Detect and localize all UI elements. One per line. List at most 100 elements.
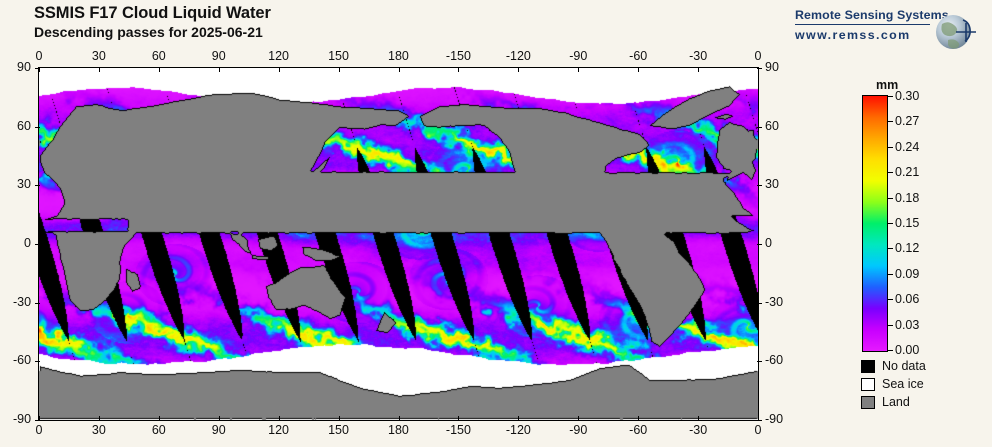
x-axis-tick xyxy=(698,416,700,421)
colorbar-tick xyxy=(888,121,893,123)
x-axis-label: 0 xyxy=(754,49,762,63)
y-axis-tick xyxy=(757,244,762,245)
y-axis-label: 0 xyxy=(765,236,772,250)
legend-swatch xyxy=(861,359,875,373)
x-axis-tick xyxy=(458,416,460,421)
x-axis-tick xyxy=(338,67,340,72)
x-axis-tick xyxy=(758,67,759,72)
y-axis-label: 30 xyxy=(765,177,779,192)
x-axis-label: -60 xyxy=(629,49,648,63)
x-axis-tick xyxy=(518,416,520,421)
x-axis-label: -150 xyxy=(445,423,471,437)
x-axis-tick xyxy=(158,416,160,421)
x-axis-tick xyxy=(398,67,400,72)
page-title: SSMIS F17 Cloud Liquid Water xyxy=(34,4,271,22)
x-axis-label: 90 xyxy=(211,49,226,63)
y-axis-tick xyxy=(35,244,40,245)
legend-item: No data xyxy=(861,357,926,375)
colorbar-tick-label: 0.12 xyxy=(895,241,920,256)
colorbar-tick xyxy=(888,96,893,97)
colorbar-tick-label: 0.27 xyxy=(895,114,920,129)
globe-icon xyxy=(936,15,976,49)
colorbar-tick xyxy=(888,324,893,326)
colorbar-tick-label: 0.06 xyxy=(895,292,920,307)
colorbar-tick xyxy=(888,223,893,224)
x-axis-label: -60 xyxy=(629,423,648,437)
colorbar-tick-label: 0.30 xyxy=(895,89,920,103)
x-axis-label: 120 xyxy=(268,423,290,437)
colorbar-tick-label: 0.21 xyxy=(895,165,920,180)
y-axis-tick xyxy=(35,361,40,363)
x-axis-tick xyxy=(638,416,640,421)
cloud-liquid-water-heatmap xyxy=(39,68,758,420)
x-axis-tick xyxy=(698,67,700,72)
y-axis-label: 60 xyxy=(17,118,31,133)
map-plot-area[interactable] xyxy=(38,67,759,421)
x-axis-label: 150 xyxy=(328,49,349,63)
y-axis-tick xyxy=(757,68,762,69)
x-axis-tick xyxy=(278,416,280,421)
title-block: SSMIS F17 Cloud Liquid Water Descending … xyxy=(34,4,271,41)
y-axis-tick xyxy=(757,185,762,187)
y-axis-label: -90 xyxy=(765,412,784,426)
page-subtitle: Descending passes for 2025-06-21 xyxy=(34,24,263,40)
x-axis-label: 180 xyxy=(388,423,409,437)
legend-swatch xyxy=(861,377,875,391)
x-axis-tick xyxy=(39,416,40,421)
x-axis-tick xyxy=(278,67,280,72)
colorbar-tick-label: 0.00 xyxy=(895,343,920,357)
y-axis-tick xyxy=(35,126,40,128)
colorbar-tick-label: 0.03 xyxy=(895,317,920,332)
colorbar-gradient xyxy=(863,96,887,351)
colorbar-tick xyxy=(888,172,893,174)
legend-label: Sea ice xyxy=(882,377,924,391)
y-axis-tick xyxy=(35,185,40,187)
colorbar-tick-label: 0.15 xyxy=(895,216,920,230)
x-axis-label: 90 xyxy=(211,423,226,437)
x-axis-label: 180 xyxy=(388,49,409,63)
x-axis-tick xyxy=(398,416,400,421)
legend-label: Land xyxy=(882,395,910,409)
x-axis-label: -90 xyxy=(569,423,588,437)
legend-item: Land xyxy=(861,393,926,411)
y-axis-label: -90 xyxy=(13,412,32,426)
x-axis-label: 0 xyxy=(35,49,43,63)
colorbar-tick xyxy=(888,146,893,148)
y-axis-tick xyxy=(35,68,40,69)
colorbar-tick xyxy=(888,299,893,301)
colorbar[interactable] xyxy=(862,95,888,352)
x-axis-tick xyxy=(98,67,100,72)
y-axis-tick xyxy=(757,361,762,363)
x-axis-label: -120 xyxy=(505,49,531,63)
y-axis-label: -60 xyxy=(765,353,784,368)
y-axis-label: -30 xyxy=(13,294,32,309)
x-axis-label: -30 xyxy=(689,423,708,437)
map-legend: No data Sea ice Land xyxy=(861,357,926,411)
x-axis-tick xyxy=(458,67,460,72)
x-axis-tick xyxy=(578,67,580,72)
x-axis-tick xyxy=(39,67,40,72)
remss-logo[interactable]: Remote Sensing Systems www.remss.com xyxy=(795,8,980,60)
x-axis-tick xyxy=(758,416,759,421)
y-axis-label: 30 xyxy=(17,177,31,192)
colorbar-tick xyxy=(888,350,893,351)
logo-url[interactable]: www.remss.com xyxy=(795,28,911,42)
y-axis-tick xyxy=(757,302,762,304)
colorbar-tick-label: 0.18 xyxy=(895,190,920,205)
y-axis-tick xyxy=(35,302,40,304)
colorbar-tick xyxy=(888,197,893,199)
x-axis-tick xyxy=(338,416,340,421)
y-axis-tick xyxy=(757,126,762,128)
colorbar-tick-label: 0.09 xyxy=(895,266,920,281)
x-axis-tick xyxy=(98,416,100,421)
logo-company-name: Remote Sensing Systems xyxy=(795,8,949,22)
y-axis-label: 90 xyxy=(17,60,31,74)
x-axis-label: -150 xyxy=(445,49,471,63)
x-axis-label: 0 xyxy=(35,423,43,437)
x-axis-label: 60 xyxy=(151,423,166,437)
x-axis-tick xyxy=(158,67,160,72)
y-axis-label: 0 xyxy=(24,236,31,250)
y-axis-label: -30 xyxy=(765,294,784,309)
x-axis-label: 0 xyxy=(754,423,762,437)
x-axis-label: 150 xyxy=(328,423,349,437)
